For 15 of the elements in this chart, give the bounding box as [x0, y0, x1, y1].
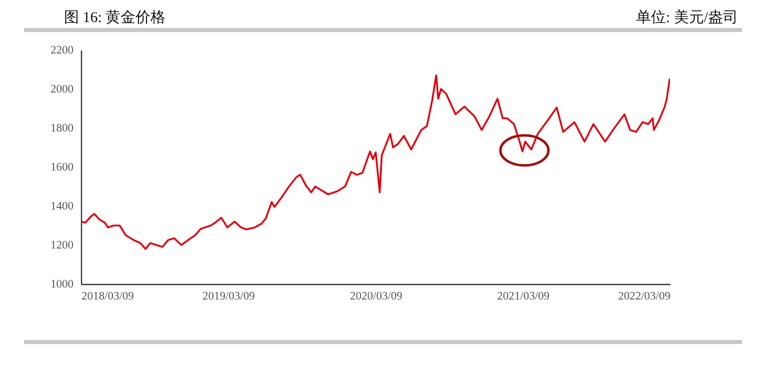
y-tick-label: 2200 [50, 44, 74, 56]
chart-title: 图 16: 黄金价格 [64, 8, 166, 27]
y-tick-label: 1000 [50, 278, 74, 290]
y-tick-label: 2000 [50, 84, 74, 96]
y-tick-label: 1400 [50, 200, 74, 212]
y-tick-label: 1800 [50, 122, 74, 134]
x-tick-label: 2020/03/09 [350, 290, 403, 302]
x-tick-label: 2021/03/09 [497, 290, 550, 302]
x-tick-label: 2019/03/09 [202, 290, 256, 302]
chart-subtitle: 单位: 美元/盎司 [636, 8, 738, 27]
line-series [81, 74, 670, 250]
y-tick-label: 1200 [50, 240, 74, 252]
x-tick-label: 2022/03/09 [618, 290, 671, 302]
y-tick-label: 1600 [50, 162, 74, 174]
x-tick-label: 2018/03/09 [82, 290, 134, 302]
